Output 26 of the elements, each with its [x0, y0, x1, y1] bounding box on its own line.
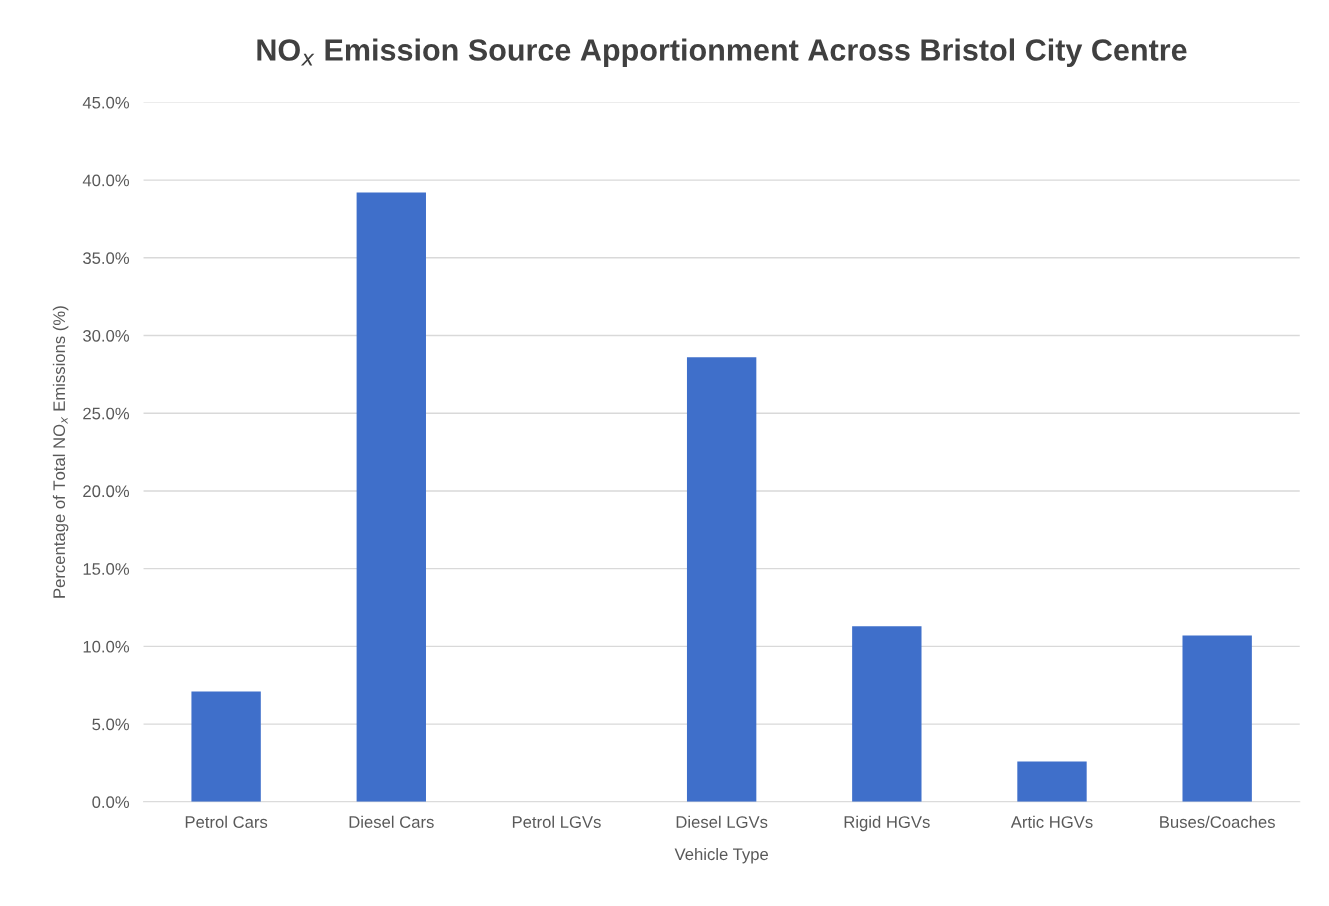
y-tick-label: 30.0%: [83, 329, 130, 342]
y-tick-label: 40.0%: [82, 174, 130, 187]
bar: [1182, 635, 1252, 802]
bar: [852, 626, 922, 802]
x-tick-label: Rigid HGVs: [844, 815, 930, 832]
bar: [356, 192, 426, 802]
y-tick-label: 5.0%: [92, 718, 130, 731]
bar: [686, 357, 757, 802]
y-tick-label: 0.0%: [92, 796, 130, 809]
bar: [1017, 761, 1087, 802]
chart-title: NO$_{x}$ Emission Source Apportionment Across Bristol City Centre: [257, 38, 1187, 67]
x-tick-label: Diesel Cars: [349, 815, 434, 828]
x-tick-label: Buses/Coaches: [1160, 815, 1275, 828]
y-tick-label: 15.0%: [83, 563, 130, 575]
y-axis-title: Percentage of Total NO$_{x}$ Emissions (%): [52, 306, 69, 598]
y-tick-label: 10.0%: [83, 640, 130, 653]
y-tick-label: 45.0%: [82, 96, 130, 109]
x-tick-label: Petrol LGVs: [512, 815, 601, 828]
x-tick-label: Artic HGVs: [1010, 815, 1093, 828]
y-tick-label: 25.0%: [83, 407, 130, 420]
bar: [191, 691, 261, 802]
y-tick-label: 35.0%: [83, 252, 130, 265]
y-tick-label: 20.0%: [83, 485, 130, 498]
x-tick-label: Diesel LGVs: [676, 815, 768, 828]
x-axis-title: Vehicle Type: [674, 847, 769, 864]
x-tick-label: Petrol Cars: [185, 815, 268, 828]
